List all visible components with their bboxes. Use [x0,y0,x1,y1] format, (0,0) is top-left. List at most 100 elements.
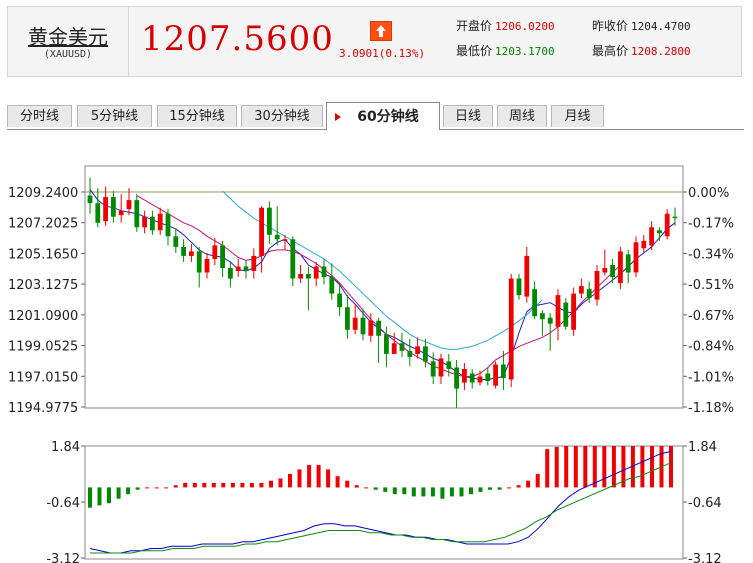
high-value: 1208.2800 [631,45,691,58]
macd-tick-label-right: 1.84 [688,440,717,455]
candle-body [602,268,608,273]
candle-body [87,195,93,204]
candle-body [547,317,553,324]
candle-body [501,364,506,379]
macd-bar [459,487,464,497]
macd-bar [383,487,388,492]
candle-body [337,293,342,308]
candle [477,370,483,386]
macd-panel: 1.84 1.84 -0.64 -0.64 -3.12 -3.12 [46,440,721,563]
candle [204,252,210,279]
candle [547,313,553,351]
candle-body [118,210,124,216]
macd-bar [278,478,283,488]
candle-body [508,278,514,380]
macd-bar [135,487,140,490]
candle-body [407,350,413,357]
tab-monthly[interactable]: 月线 [551,105,604,127]
candle-body [204,258,210,273]
macd-bar [97,487,102,506]
candle-body [571,293,576,330]
candle [391,332,397,354]
candle [672,207,678,226]
macd-bar [621,446,626,488]
candle-body [633,242,639,273]
candle [189,243,194,262]
y-tick-label-right: -1.01% [688,370,734,385]
candle [633,236,639,278]
candle-body [469,373,475,383]
candle-body [454,367,459,389]
macd-bar [164,487,169,489]
macd-bar [373,487,378,490]
candle-body [477,376,483,383]
candle-body [126,200,132,210]
candle [664,209,670,240]
candle [657,227,662,241]
candle-body [329,277,335,294]
y-tick-label-right: -0.67% [688,309,734,324]
y-tick-label-left: 1209.2400 [8,186,78,201]
candlestick-panel: 1209.2400 0.00% 1207.2025 -0.17% 1205.1650 -0… [8,165,734,416]
candle-body [196,251,202,273]
candle-body [516,278,522,296]
candle [430,352,436,385]
macd-bar [669,446,673,488]
candle-body [462,369,467,383]
candle [649,221,654,250]
macd-bar [307,464,312,488]
tab-5min[interactable]: 5分钟线 [77,105,152,127]
candle-body [430,361,436,377]
candle [173,228,179,253]
candle-body [165,213,171,237]
candle-body [563,302,569,327]
tab-15min[interactable]: 15分钟线 [157,105,237,127]
candle [251,248,257,279]
tab-60min[interactable]: 60分钟线 [326,102,440,130]
low-label: 最低价 [456,44,493,58]
prev-close-value: 1204.4700 [631,20,691,33]
tab-30min[interactable]: 30分钟线 [241,105,323,127]
candle-body [228,268,233,279]
candle [329,263,335,300]
candle-body [438,358,444,377]
tab-intraday[interactable]: 分时线 [7,105,72,127]
candle [243,260,249,279]
low-stat: 最低价 1203.1700 [456,42,555,59]
candle-body [446,361,452,369]
macd-bar [430,487,435,497]
candle [95,188,101,228]
period-tabs: 分时线 5分钟线 15分钟线 30分钟线 60分钟线 日线 周线 月线 [7,102,744,130]
candle [165,209,171,246]
tab-daily[interactable]: 日线 [443,105,493,127]
macd-bar [202,482,207,488]
candle-body [220,245,225,268]
macd-bar [230,482,235,488]
macd-bar [145,487,150,489]
y-tick-label-left: 1203.1275 [8,278,78,293]
macd-bar [297,469,302,488]
macd-bar [126,487,131,495]
candle [126,188,132,216]
instrument-box: 黄金美元 (XAUUSD) [8,7,129,76]
candle-body [212,245,218,259]
macd-dea-line [90,462,672,554]
candle [212,237,218,265]
macd-bar [288,473,292,488]
candle [563,298,569,330]
macd-bar [326,469,331,488]
macd-bar [259,482,264,488]
candle [376,317,381,363]
candle [267,201,272,244]
candle [150,210,155,235]
macd-bar [240,482,245,488]
candle-body [313,266,319,279]
candle-body [251,255,257,271]
instrument-name[interactable]: 黄金美元 [28,25,108,49]
tab-weekly[interactable]: 周线 [497,105,547,127]
macd-bar [535,473,540,488]
prev-close-label: 昨收价 [592,19,629,33]
macd-bar [602,446,607,488]
candle-body [282,239,288,241]
candle [134,194,140,232]
